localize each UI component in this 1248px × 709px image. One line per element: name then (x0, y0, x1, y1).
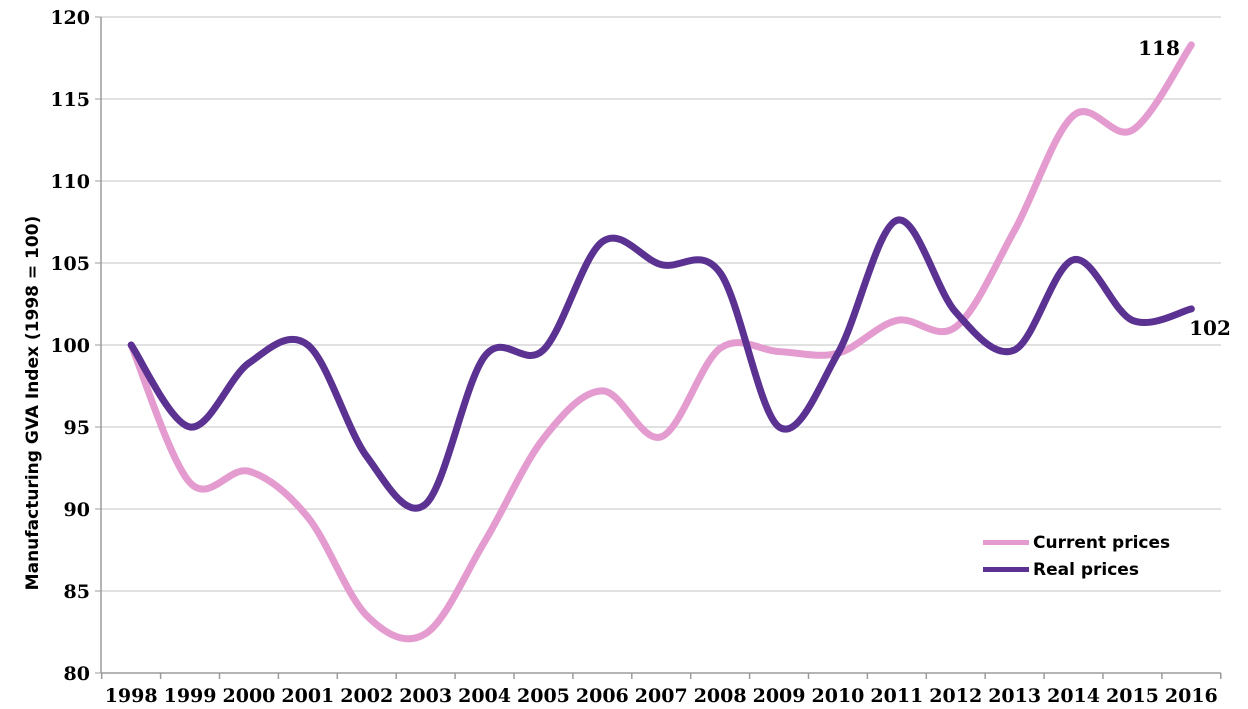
current-prices-end-value-label: 118 (1138, 36, 1180, 60)
x-tick-label: 2002 (340, 685, 393, 707)
y-tick-label: 95 (64, 417, 90, 439)
y-axis-title: Manufacturing GVA Index (1998 = 100) (23, 215, 43, 591)
y-tick-label: 100 (50, 335, 90, 357)
legend: Current prices Real prices (983, 529, 1170, 583)
x-tick-label: 1998 (105, 685, 158, 707)
x-tick-label: 2007 (635, 685, 688, 707)
y-tick-label: 115 (50, 89, 90, 111)
real-prices-line (127, 216, 1195, 512)
x-tick-label: 2012 (929, 685, 982, 707)
legend-item-current-prices: Current prices (983, 529, 1170, 556)
x-tick-label: 2011 (870, 685, 923, 707)
current-prices-line (127, 41, 1195, 643)
x-tick-label: 2000 (223, 685, 276, 707)
x-tick-label: 2009 (753, 685, 806, 707)
legend-label-current-prices: Current prices (1033, 532, 1171, 553)
real-prices-end-value-label: 102 (1189, 316, 1231, 340)
legend-label-real-prices: Real prices (1033, 559, 1139, 580)
x-tick-label: 2016 (1165, 685, 1218, 707)
x-tick-label: 2015 (1106, 685, 1159, 707)
x-tick-label: 2010 (812, 685, 865, 707)
x-tick-label: 2006 (576, 685, 629, 707)
y-tick-label: 85 (64, 581, 90, 603)
x-tick-label: 2013 (988, 685, 1041, 707)
y-tick-label: 105 (50, 253, 90, 275)
y-tick-label: 110 (50, 171, 90, 193)
legend-item-real-prices: Real prices (983, 556, 1170, 583)
y-tick-label: 120 (50, 7, 90, 29)
current-prices-line-swatch (983, 540, 1029, 545)
x-tick-label: 2008 (694, 685, 747, 707)
real-prices-line-swatch (983, 567, 1029, 572)
x-tick-label: 2014 (1047, 685, 1100, 707)
x-tick-label: 1999 (164, 685, 217, 707)
y-tick-label: 90 (64, 499, 90, 521)
x-tick-label: 2005 (517, 685, 570, 707)
x-tick-label: 2003 (399, 685, 452, 707)
x-tick-label: 2004 (458, 685, 511, 707)
y-tick-label: 80 (64, 663, 90, 685)
x-tick-label: 2001 (281, 685, 334, 707)
